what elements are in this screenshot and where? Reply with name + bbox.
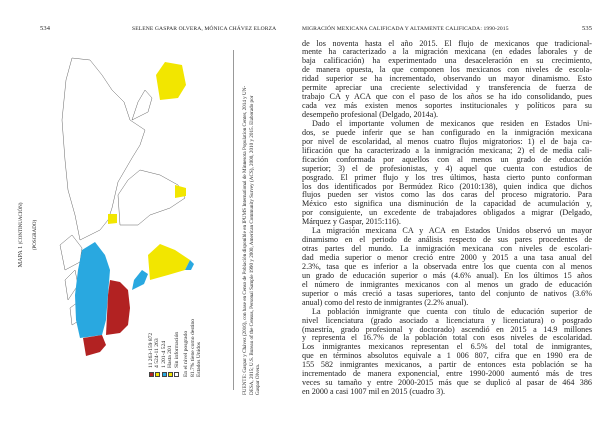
text-line: flujos pueden ser vistos como las dos ca…	[302, 190, 592, 200]
text-line: posgrado. El primer flujo y los tres últ…	[302, 172, 592, 182]
text-line: anual) como del resto de inmigrantes (2.…	[302, 297, 469, 307]
figure-divider	[233, 50, 234, 390]
text-line: los dos identificados por Bermúdez Rico …	[302, 181, 592, 191]
text-line: México esto significa una disminución de…	[302, 199, 592, 209]
south-america-region	[148, 244, 190, 280]
legend-label: Sin información	[173, 331, 180, 368]
text-line: lificación que ha caracterizado a la inm…	[302, 145, 592, 155]
text-line: otras partes del mundo. La inmigración m…	[302, 244, 592, 254]
right-running-header: MIGRACIÓN MEXICANA CALIFICADA Y ALTAMENT…	[302, 26, 509, 32]
left-page-number: 534	[40, 25, 51, 32]
figure-source-note: FUENTE: Gaspar y Chávez (2016), con base…	[242, 50, 262, 395]
text-line: dos, se puede inferir que se han configu…	[302, 127, 592, 137]
text-line: por consiguiente, un excedente de trabaj…	[302, 208, 592, 218]
text-line: y representa el 16.7% de la población to…	[302, 333, 592, 343]
text-line: ridad superior se ha incrementado, obser…	[302, 74, 592, 84]
map-legend: 11 263-159 872 4 524-11 263 1 201-4 524 …	[148, 319, 203, 377]
source-line: DESA, 2015; U.S. Bureau of the Census, P…	[248, 95, 255, 395]
source-line: Gaspar Olvera.	[255, 363, 262, 395]
text-line: Los inmigrantes mexicanos representan el…	[302, 342, 592, 352]
spain-region	[108, 214, 117, 224]
right-page-body: de los noventa hasta el año 2015. El flu…	[302, 38, 592, 398]
right-page-number: 535	[582, 25, 593, 32]
text-line: superior o más creció a tasas superiores…	[302, 288, 592, 298]
paragraph: de los noventa hasta el año 2015. El flu…	[302, 38, 592, 120]
text-line: Márquez y Gaspar, 2015:116).	[302, 217, 401, 227]
text-line: cada vez más existen menos soportes inst…	[302, 101, 592, 111]
text-line: La migración mexicana CA y ACA en Estado…	[312, 226, 592, 236]
paragraph: Dado el importante volumen de mexicanos …	[302, 118, 592, 227]
text-line: en 2000 a casi 1007 mil en 2015 (cuadro …	[302, 387, 446, 397]
mexico-region	[132, 270, 148, 290]
usa-region	[106, 280, 130, 335]
text-line: veces su tamaño y entre 2000-2015 más qu…	[302, 378, 592, 388]
greenland-outline	[59, 234, 83, 271]
legend-item: Sin información	[174, 319, 180, 377]
australia-region	[156, 62, 186, 100]
text-line: incrementado de manera exponencial, entr…	[302, 369, 592, 379]
rotated-map-figure: MAPA 1 (CONTINUACIÓN) (POSGRADO) 11 263-…	[17, 50, 270, 420]
legend-swatch-white	[174, 372, 180, 377]
text-line: baja calificación) ha experimentado una …	[302, 56, 592, 66]
south-america-tip	[185, 260, 194, 270]
world-map	[59, 57, 194, 356]
legend-swatch-red	[148, 372, 154, 377]
left-running-header: SELENE GASPAR OLVERA, MÓNICA CHÁVEZ ELOR…	[132, 26, 277, 32]
text-line: Dado el importante volumen de mexicanos …	[312, 118, 592, 128]
text-line: desempeño profesional (Delgado, 2014a).	[302, 110, 439, 119]
text-line: que en términos absolutos equivale a 1 0…	[302, 351, 592, 361]
text-line: La población inmigrante que cuenta con t…	[312, 306, 592, 316]
source-line: FUENTE: Gaspar y Chávez (2016), con base…	[242, 85, 248, 395]
text-line: dad media superior o menor creció entre …	[302, 253, 592, 262]
text-line: mente ha caracterizado a la migración me…	[302, 47, 592, 57]
legend-swatch-blue	[161, 372, 167, 377]
paragraph: La migración mexicana CA y ACA en Estado…	[302, 226, 592, 307]
text-line: de manera opuesta, la que componen los m…	[302, 65, 592, 75]
text-line: dinamismo en el periodo de análisis resp…	[302, 235, 592, 245]
legend-swatch-yellow	[167, 372, 173, 377]
africa-outline	[117, 169, 186, 226]
text-line: de los noventa hasta el año 2015. El flu…	[302, 38, 592, 48]
text-line: por nivel de escolaridad, al menos cuatr…	[302, 136, 592, 146]
legend-note-line: Estados Unidos	[196, 342, 203, 377]
legend-swatch-yellow	[155, 372, 161, 377]
text-line: permite apreciar una creciente selectivi…	[302, 83, 592, 93]
paragraph: La población inmigrante que cuenta con t…	[302, 306, 592, 397]
text-line: 155 582 inmigrantes mexicanos, a partir …	[302, 360, 592, 370]
legend-note: En el nivel posgrado 81.7% tiene como de…	[183, 319, 203, 377]
legend-note-line: En el nivel posgrado	[183, 330, 190, 377]
eurasia-outline	[61, 57, 146, 241]
text-line: ficación conformada por aquellos con al …	[302, 154, 592, 164]
text-line: (maestría, grado profesional y doctorado…	[302, 324, 592, 334]
text-line: trabajo CA y ACA que con el paso de los …	[302, 92, 592, 102]
text-line: un grado de educación superior o más (4.…	[302, 270, 592, 280]
legend-note-line: 81.7% tiene como destino	[189, 318, 196, 377]
text-line: el número de inmigrantes mexicanos con a…	[302, 279, 592, 289]
text-line: nivel licenciatura (grado asociado a lic…	[302, 315, 592, 325]
text-line: superior; 3) el de profesionistas, y 4) …	[302, 163, 592, 173]
south-africa-region	[175, 185, 186, 198]
canada-region	[75, 242, 110, 338]
southeast-asia-outline	[131, 89, 153, 121]
text-line: 2.3%, tasa que es inferior a la observad…	[302, 261, 592, 271]
alaska-region	[83, 335, 106, 356]
